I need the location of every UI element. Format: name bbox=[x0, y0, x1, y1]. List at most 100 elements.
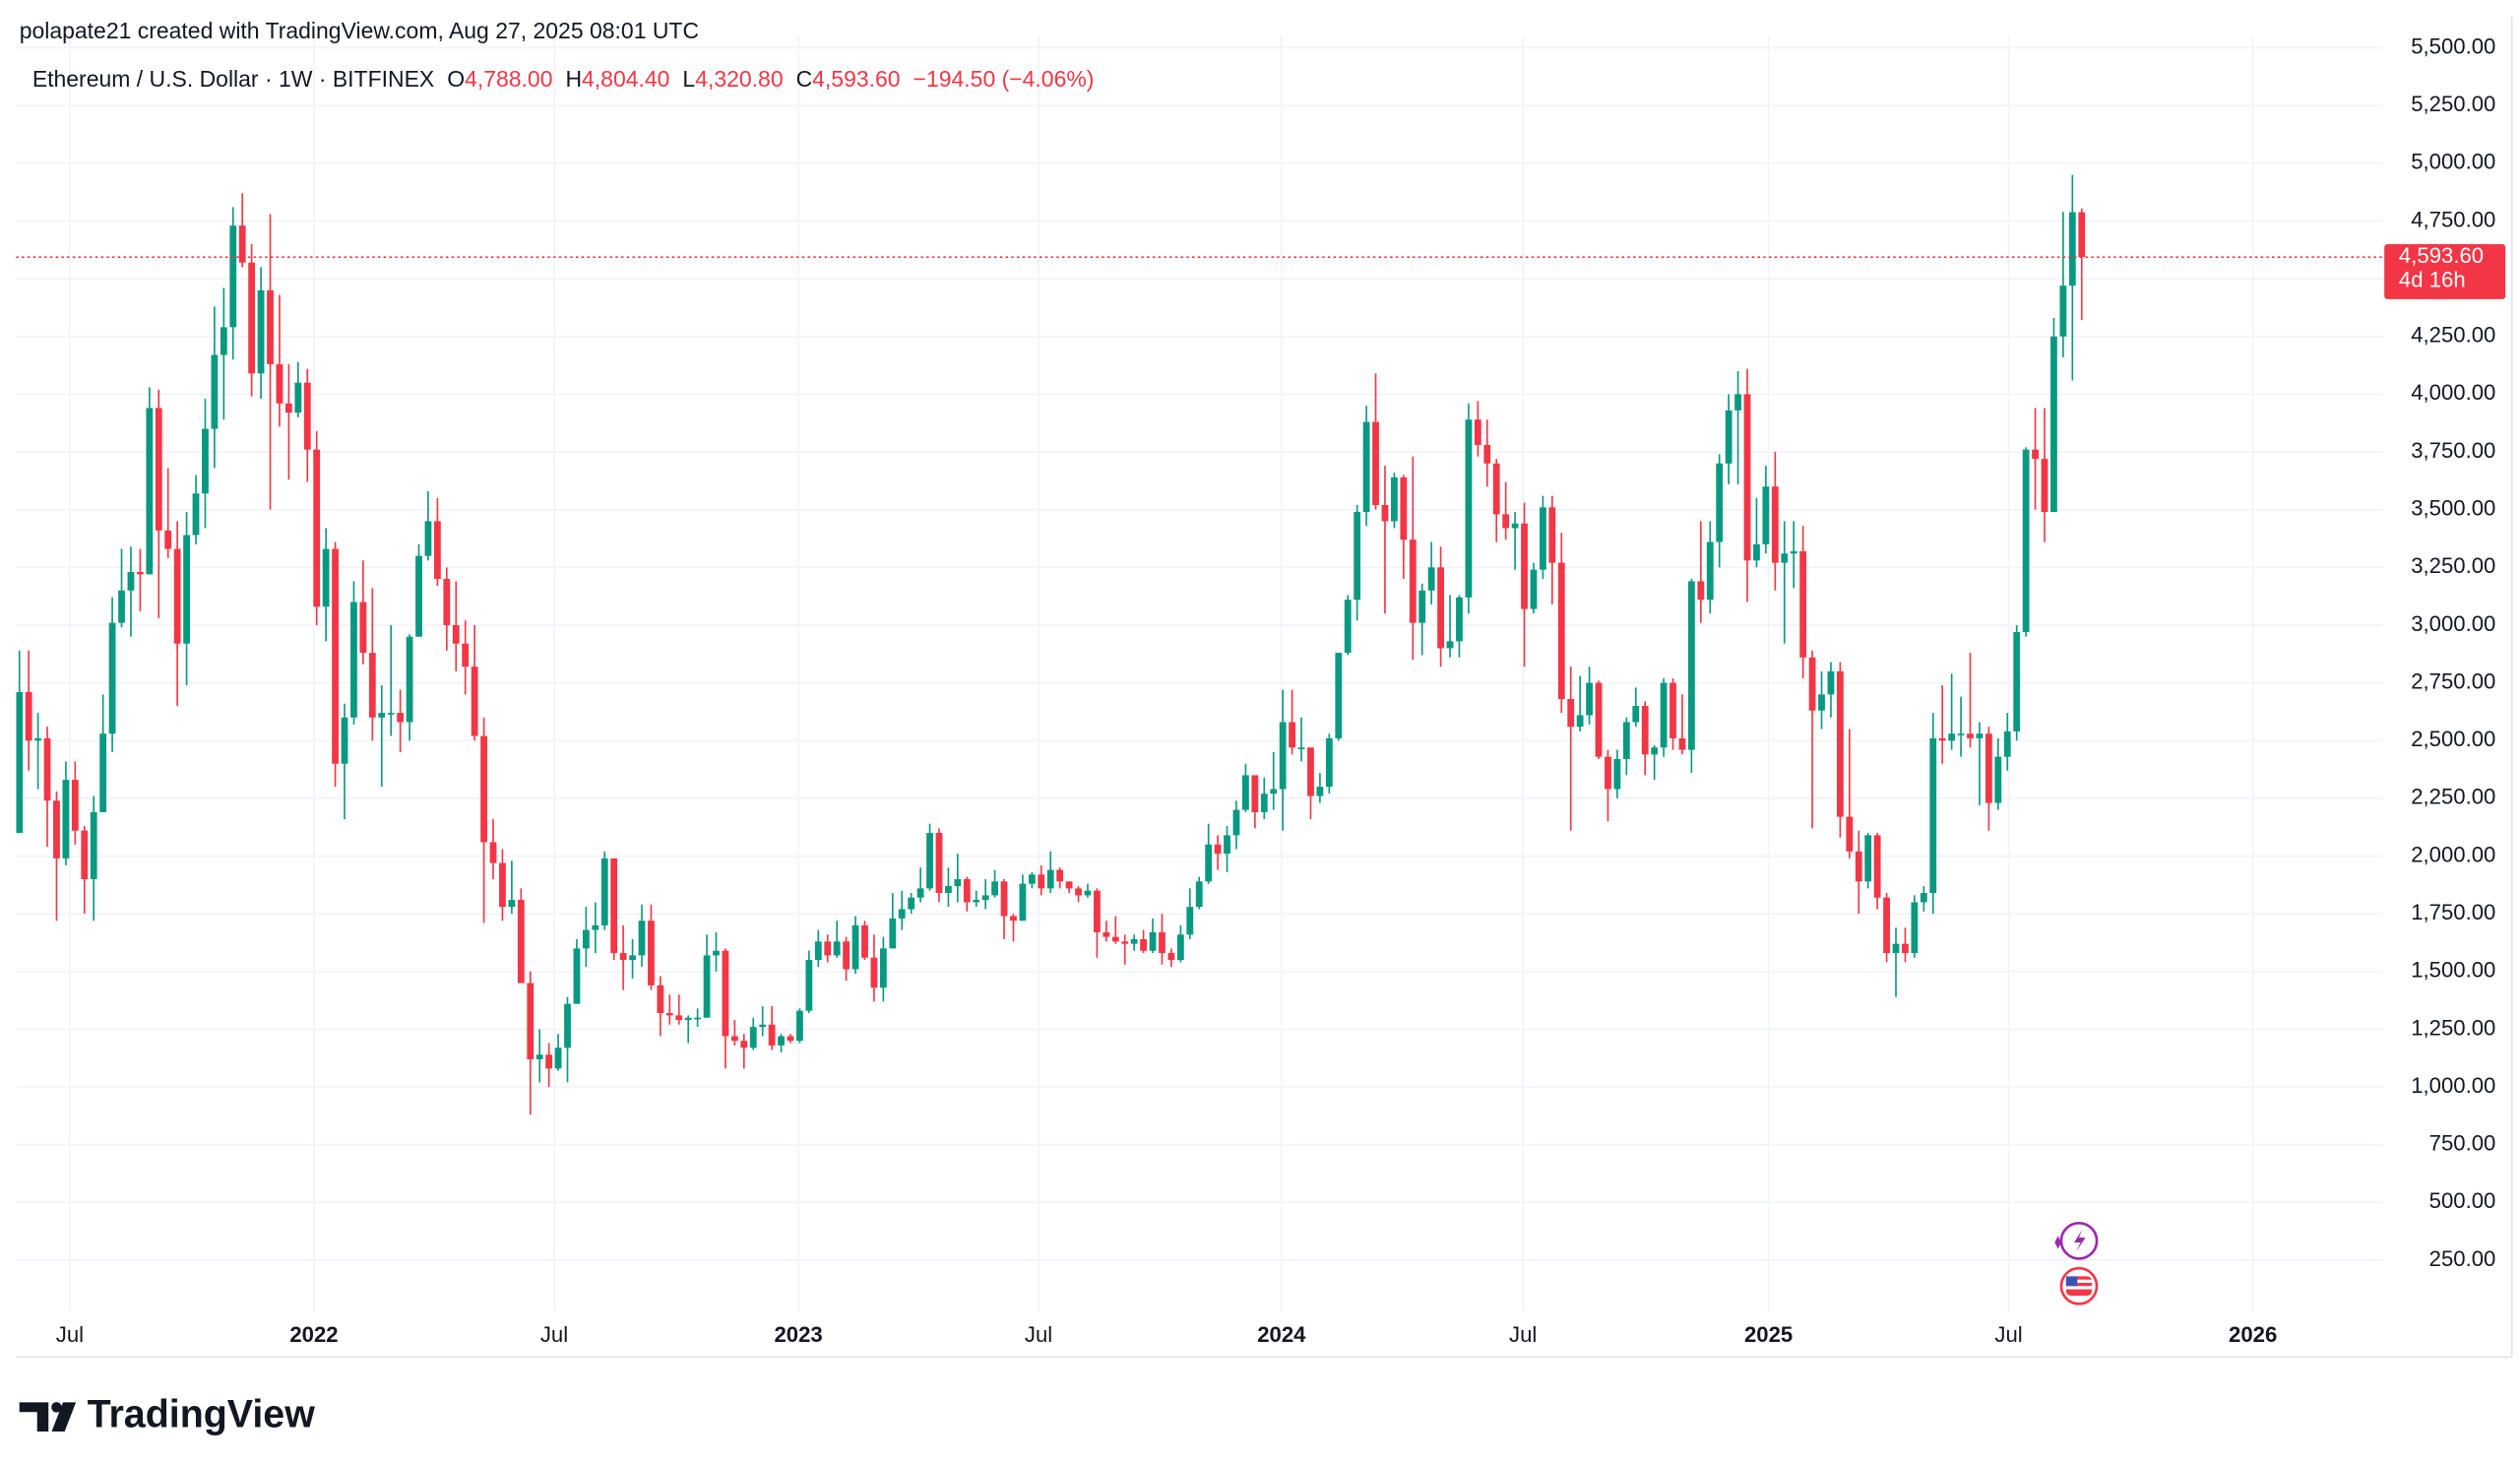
candle-body bbox=[1743, 394, 1751, 561]
candle-body bbox=[2068, 212, 2076, 286]
candle-body bbox=[1418, 590, 1426, 623]
candle-body bbox=[973, 900, 980, 903]
candle-body bbox=[1000, 881, 1008, 917]
candle-body bbox=[1010, 916, 1017, 922]
candle-body bbox=[1279, 722, 1287, 790]
candle-body bbox=[34, 737, 41, 741]
candle-body bbox=[1864, 835, 1872, 882]
candle-body bbox=[1465, 419, 1473, 598]
candle-body bbox=[1641, 706, 1649, 755]
candle-body bbox=[935, 833, 943, 894]
legend-symbol: Ethereum / U.S. Dollar · 1W · BITFINEX bbox=[32, 66, 434, 92]
candle-body bbox=[424, 521, 432, 556]
legend: Ethereum / U.S. Dollar · 1W · BITFINEX O… bbox=[32, 66, 1095, 92]
candle-body bbox=[1140, 938, 1148, 951]
candle-body bbox=[527, 983, 535, 1059]
y-tick-label: 2,750.00 bbox=[2411, 668, 2495, 693]
candle-body bbox=[1511, 523, 1519, 529]
candle-body bbox=[322, 548, 330, 607]
candle-body bbox=[1362, 421, 1370, 513]
candle-body bbox=[1130, 938, 1138, 944]
candle-body bbox=[1409, 540, 1417, 623]
candle-body bbox=[638, 921, 646, 956]
candle-body bbox=[1391, 477, 1398, 522]
candle-body bbox=[778, 1036, 785, 1046]
candle-body bbox=[722, 950, 729, 1037]
candle-body bbox=[155, 408, 162, 531]
candle-body bbox=[1753, 543, 1760, 561]
candle-body bbox=[1065, 881, 1073, 889]
candle-body bbox=[2013, 631, 2021, 732]
candle-body bbox=[1056, 869, 1064, 882]
candle-body bbox=[146, 408, 154, 575]
candle-body bbox=[554, 1048, 562, 1069]
x-tick-label: 2025 bbox=[1744, 1322, 1793, 1347]
candle-body bbox=[480, 735, 487, 843]
candle-body bbox=[1687, 581, 1695, 750]
candle-body bbox=[1046, 869, 1054, 889]
candle-body bbox=[1121, 941, 1129, 944]
candle-body bbox=[211, 354, 219, 429]
candle-body bbox=[415, 555, 422, 637]
candle-body bbox=[452, 624, 460, 644]
candles bbox=[16, 174, 2383, 1115]
candle-body bbox=[916, 888, 924, 898]
candle-body bbox=[1456, 597, 1463, 642]
candle-body bbox=[25, 691, 32, 741]
candle-body bbox=[118, 590, 125, 623]
candle-body bbox=[703, 955, 711, 1018]
candle-body bbox=[1195, 881, 1203, 908]
candle-body bbox=[2050, 336, 2057, 513]
candle-body bbox=[1892, 943, 1900, 954]
candle-body bbox=[1038, 874, 1045, 889]
candle-body bbox=[1902, 943, 1909, 954]
x-tick-label: 2023 bbox=[774, 1322, 822, 1347]
candle-body bbox=[1734, 394, 1741, 411]
candle-body bbox=[517, 900, 525, 984]
candle-body bbox=[833, 941, 841, 956]
candle-body bbox=[1483, 445, 1491, 464]
candle-body bbox=[582, 929, 590, 949]
candle-body bbox=[1548, 507, 1556, 563]
candle-body bbox=[1167, 953, 1175, 961]
candle-body bbox=[1084, 890, 1092, 896]
candle-body bbox=[1242, 775, 1249, 810]
candle-body bbox=[359, 602, 367, 654]
candle-body bbox=[814, 941, 822, 961]
candle-body bbox=[592, 924, 599, 930]
y-tick-label: 3,250.00 bbox=[2411, 553, 2495, 578]
candle-body bbox=[1492, 463, 1500, 515]
y-tick-label: 2,500.00 bbox=[2411, 727, 2495, 751]
logo-mark bbox=[51, 1402, 77, 1431]
candle-body bbox=[1929, 737, 1937, 894]
candle-body bbox=[1827, 670, 1835, 695]
candle-body bbox=[954, 878, 962, 887]
y-tick-label: 4,000.00 bbox=[2411, 380, 2495, 405]
candle-body bbox=[1781, 553, 1789, 563]
candle-body bbox=[1762, 486, 1770, 544]
candle-body bbox=[62, 780, 70, 859]
candle-body bbox=[108, 622, 116, 734]
candle-body bbox=[276, 363, 284, 404]
candle-body bbox=[1678, 737, 1686, 750]
candle-body bbox=[843, 941, 850, 970]
candle-body bbox=[1799, 550, 1807, 658]
candle-body bbox=[1297, 747, 1305, 749]
candle-body bbox=[341, 717, 348, 764]
price-tag: 4,593.60 4d 16h bbox=[2384, 243, 2506, 299]
candle-body bbox=[2059, 286, 2067, 337]
candle-body bbox=[1075, 888, 1082, 896]
candle-body bbox=[1557, 562, 1565, 700]
candle-body bbox=[1474, 419, 1481, 446]
candle-body bbox=[1316, 787, 1324, 796]
legend-h-label: H bbox=[565, 66, 582, 92]
candle-body bbox=[1976, 733, 1984, 738]
candle-body bbox=[1855, 851, 1862, 882]
grid bbox=[16, 35, 2383, 1312]
candle-body bbox=[1948, 733, 1956, 741]
countdown: 4d 16h bbox=[2399, 268, 2466, 292]
candle-body bbox=[443, 579, 451, 625]
candle-body bbox=[489, 842, 497, 863]
flag-canton bbox=[2065, 1276, 2078, 1287]
y-tick-label: 2,000.00 bbox=[2411, 842, 2495, 866]
